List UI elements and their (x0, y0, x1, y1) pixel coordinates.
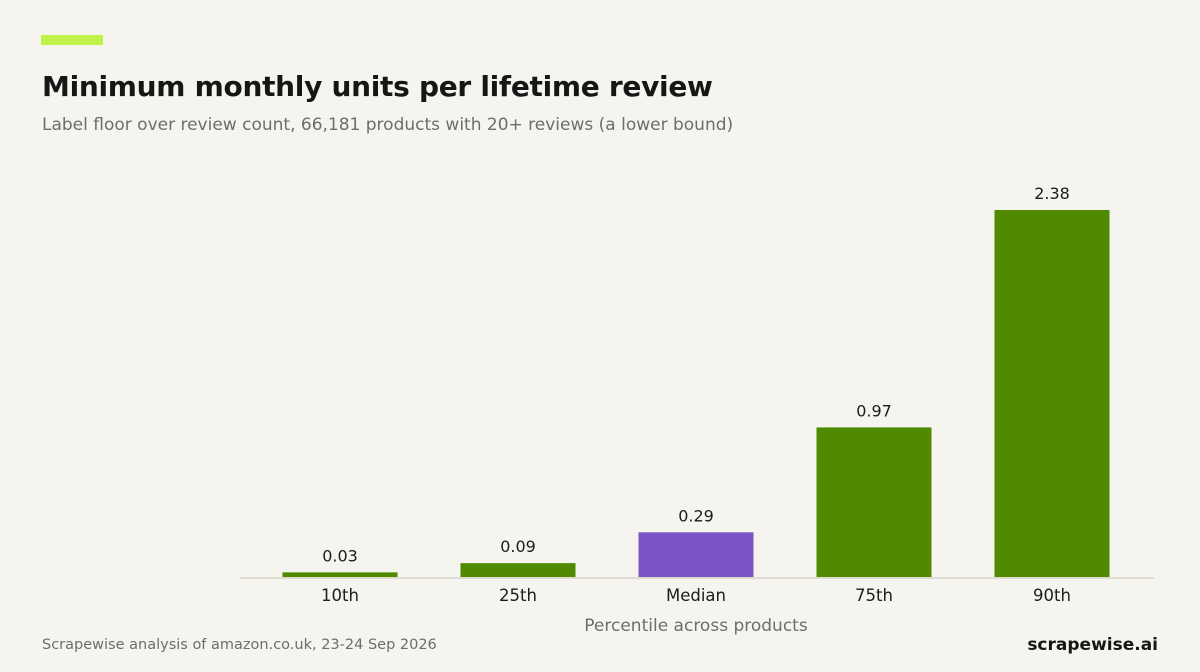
bar-median (638, 532, 754, 577)
value-label-median: 0.29 (678, 506, 714, 525)
bar-25th (460, 563, 576, 577)
value-label-90th: 2.38 (1034, 184, 1070, 203)
value-labels-group: 0.03 0.09 0.29 0.97 2.38 (322, 184, 1070, 565)
chart-title: Minimum monthly units per lifetime revie… (42, 70, 713, 103)
footer-source: Scrapewise analysis of amazon.co.uk, 23-… (42, 637, 437, 653)
value-label-25th: 0.09 (500, 537, 536, 556)
accent-bar (41, 35, 103, 45)
tick-label-75th: 75th (855, 586, 893, 605)
value-label-10th: 0.03 (322, 546, 358, 565)
bar-10th (282, 572, 398, 577)
bars-group (282, 210, 1110, 577)
x-axis-title: Percentile across products (584, 616, 808, 636)
tick-label-median: Median (666, 586, 726, 605)
brand-logo: scrapewise.ai (1027, 635, 1158, 655)
tick-label-10th: 10th (321, 586, 359, 605)
bar-90th (994, 210, 1110, 577)
value-label-75th: 0.97 (856, 401, 892, 420)
tick-labels-group: 10th 25th Median 75th 90th (321, 586, 1071, 605)
tick-label-25th: 25th (499, 586, 537, 605)
bar-75th (816, 427, 932, 577)
tick-label-90th: 90th (1033, 586, 1071, 605)
chart-subtitle: Label floor over review count, 66,181 pr… (42, 115, 734, 135)
